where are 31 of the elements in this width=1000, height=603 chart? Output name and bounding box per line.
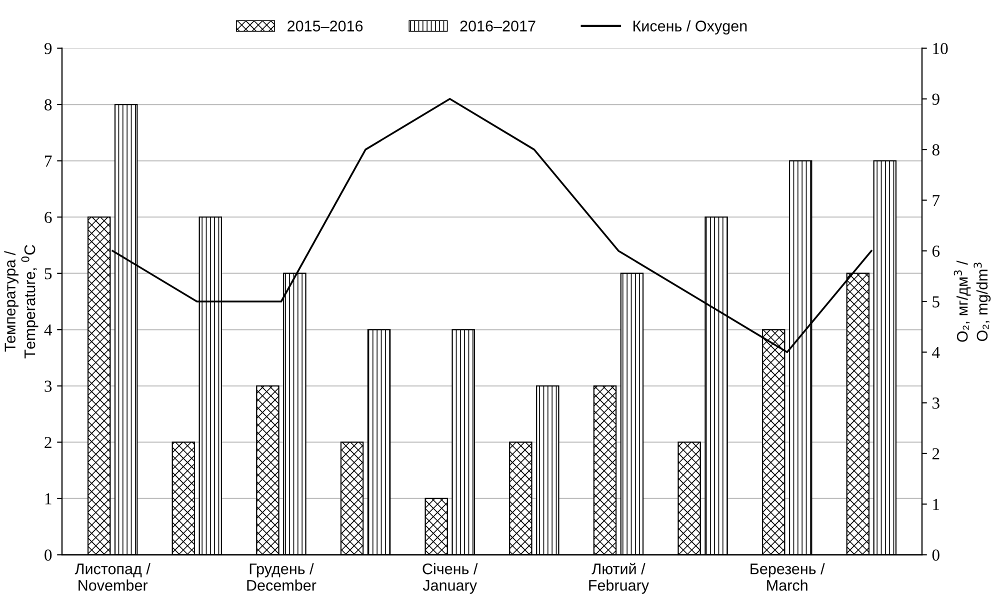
- y-tick-label: 3: [44, 380, 52, 392]
- y-tick-label: 2: [44, 436, 52, 448]
- x-tick-label: Березень / March: [750, 563, 825, 591]
- legend-label: Кисень / Oxygen: [634, 20, 747, 34]
- legend-label: 2016–2017: [460, 20, 536, 32]
- y2-tick-label: 9: [932, 94, 940, 105]
- y2-tick-label: 2: [932, 448, 940, 460]
- y-tick-label: 8: [44, 99, 52, 110]
- y-tick-label: 4: [44, 324, 52, 336]
- x-tick-label: Лютий / February: [589, 562, 650, 594]
- y2-tick-label: 6: [932, 246, 940, 257]
- legend-label: 2015–2016: [288, 20, 363, 32]
- y2-tick-label: 0: [932, 549, 940, 561]
- x-tick-label: Листопад / November: [74, 563, 150, 591]
- y2-tick-label: 8: [932, 144, 940, 156]
- y-tick-label: 1: [45, 493, 52, 504]
- y2-tick-label: 10: [933, 42, 948, 54]
- x-tick-label: Січень / January: [422, 563, 478, 594]
- y2-tick-label: 1: [933, 498, 940, 510]
- y2-tick-label: 4: [932, 346, 940, 358]
- y2-tick-label: 3: [932, 398, 940, 409]
- y-axis-title: Температура / Temperature, $^{0}$C: [4, 244, 38, 358]
- y-tick-label: 6: [44, 212, 52, 224]
- y-tick-label: 0: [44, 549, 52, 561]
- y-tick-label: 7: [45, 156, 52, 167]
- y2-tick-label: 5: [932, 296, 940, 308]
- y2-tick-label: 7: [932, 195, 940, 206]
- y-tick-label: 9: [44, 42, 52, 54]
- y-tick-label: 5: [44, 268, 52, 280]
- x-tick-label: Грудень / December: [247, 563, 316, 591]
- y2-axis-title: O₂, мг/дм$^{3}$ / O₂, mg/dm$^{3}$: [954, 260, 991, 342]
